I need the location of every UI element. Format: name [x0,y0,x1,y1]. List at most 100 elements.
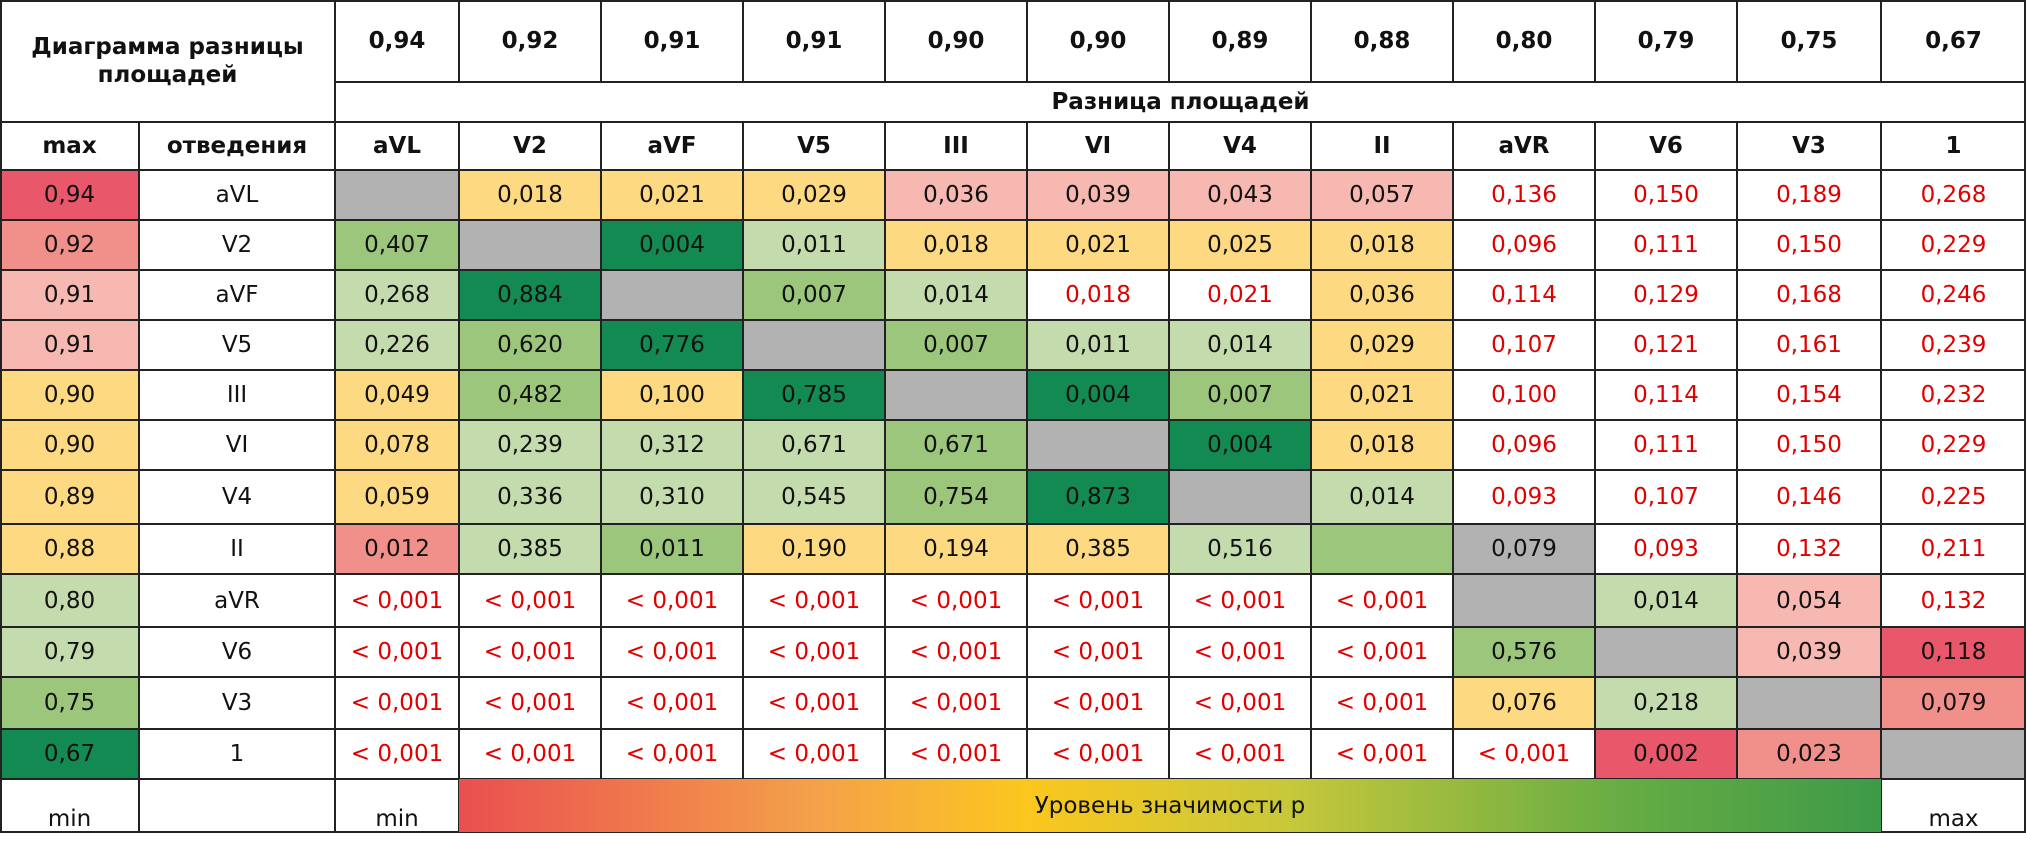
p-value-cell: 0,385 [459,524,601,574]
p-value-cell: 0,057 [1311,170,1453,220]
p-value-cell: 0,107 [1491,332,1557,358]
row-lead: II [230,536,244,562]
grid-line [0,626,2026,628]
diagonal-cell [1881,729,2026,779]
grid-line [0,728,2026,730]
p-value-cell: 0,516 [1169,524,1311,574]
p-value-cell: < 0,001 [1193,587,1287,614]
column-header: II [1373,133,1391,159]
p-value-cell: 0,021 [1311,370,1453,420]
p-value-cell: 0,043 [1169,170,1311,220]
p-value-cell: 0,014 [885,270,1027,320]
p-value-cell: < 0,001 [625,587,719,614]
row-lead: VI [225,432,249,458]
p-value-cell: < 0,001 [1193,741,1287,767]
p-value-cell: 0,114 [1633,382,1699,408]
grid-line [0,419,2026,421]
footer-min-left: min [47,806,92,832]
p-value-cell: 0,111 [1633,432,1699,458]
p-value-cell: 0,754 [885,470,1027,524]
p-value-cell: < 0,001 [767,690,861,716]
p-value-cell: 0,107 [1633,484,1699,510]
header-area-value: 0,91 [785,28,843,54]
diagonal-cell [1595,627,1737,677]
p-value-cell: 0,078 [335,420,459,470]
p-value-cell: 0,100 [601,370,743,420]
max-header: max [42,133,97,159]
p-value-cell: 0,132 [1776,536,1842,562]
p-value-cell: < 0,001 [350,639,444,665]
p-value-cell: 0,150 [1776,232,1842,258]
p-value-cell: < 0,001 [625,639,719,665]
grid-line [1310,0,1312,82]
p-value-cell: 0,482 [459,370,601,420]
row-lead: 1 [229,741,245,767]
p-value-cell: 0,007 [885,320,1027,370]
grid-line [335,81,2026,83]
column-header: 1 [1945,133,1962,159]
p-value-cell: < 0,001 [483,587,577,614]
p-value-cell: 0,093 [1633,536,1699,562]
p-value-cell: 0,014 [1311,470,1453,524]
diagonal-cell [601,270,743,320]
p-value-cell: < 0,001 [1051,639,1145,665]
p-value-cell: 0,385 [1027,524,1169,574]
grid-line [334,0,336,832]
p-value-cell: 0,118 [1881,627,2026,677]
p-value-cell: 0,059 [335,470,459,524]
p-value-cell: < 0,001 [1335,690,1429,716]
p-value-cell: 0,025 [1169,220,1311,270]
p-value-cell: 0,021 [601,170,743,220]
p-value-cell: 0,011 [743,220,885,270]
p-value-cell: 0,076 [1453,677,1595,729]
column-header: aVR [1498,133,1550,159]
grid-line [458,122,460,779]
p-value-cell: 0,018 [459,170,601,220]
header-area-value: 0,75 [1780,28,1838,54]
header-area-value: 0,90 [927,28,985,54]
p-value-cell: < 0,001 [483,690,577,716]
footer-max-right: max [1928,806,1979,832]
p-value-cell: 0,225 [1920,484,1987,510]
p-value-cell: < 0,001 [909,741,1003,767]
p-value-cell: 0,079 [1881,677,2026,729]
p-value-cell: 0,029 [1311,320,1453,370]
row-lead: V6 [221,639,253,665]
p-value-cell: 0,873 [1027,470,1169,524]
p-value-cell: 0,132 [1920,587,1987,614]
p-value-cell: < 0,001 [1193,639,1287,665]
column-header: VI [1084,133,1112,159]
grid-line [600,122,602,779]
p-value-cell: 0,129 [1633,282,1699,308]
diagonal-cell [885,370,1027,420]
p-value-cell: 0,161 [1776,332,1842,358]
p-value-cell: 0,194 [885,524,1027,574]
header-area-value: 0,80 [1495,28,1553,54]
grid-line [1880,122,1882,779]
p-value-cell: 0,014 [1169,320,1311,370]
p-value-cell: 0,239 [459,420,601,470]
p-value-cell [1311,524,1453,574]
grid-line [0,523,2026,525]
p-value-cell: 0,007 [1169,370,1311,420]
p-value-cell: 0,007 [743,270,885,320]
p-value-cell: 0,150 [1633,182,1699,208]
grid-line [1594,0,1596,82]
p-value-cell: 0,093 [1491,484,1557,510]
grid-line [2024,0,2026,832]
p-value-cell: 0,154 [1776,382,1842,408]
diagonal-cell [1027,420,1169,470]
grid-line [1168,0,1170,82]
p-value-cell: 0,239 [1920,332,1987,358]
grid-line [1026,122,1028,779]
column-header: aVL [373,133,421,159]
p-value-cell: 0,246 [1920,282,1987,308]
grid-line [0,121,2026,123]
grid-line [0,0,2,832]
column-header: III [943,133,969,159]
column-header: V2 [513,133,547,159]
grid-line [884,0,886,82]
p-value-cell: 0,671 [743,420,885,470]
p-value-cell: 0,150 [1776,432,1842,458]
p-value-cell: < 0,001 [1477,741,1571,767]
